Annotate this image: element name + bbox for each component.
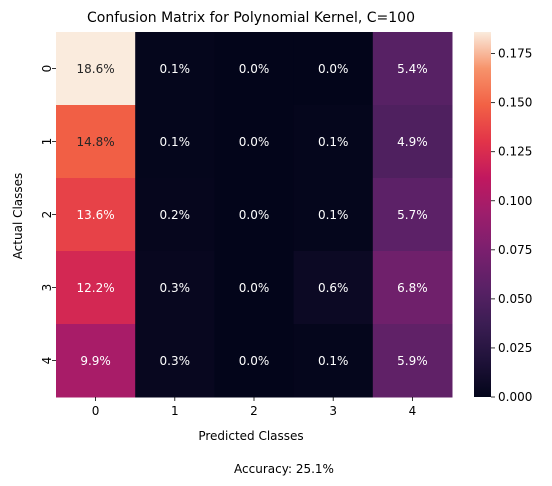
cell-annotation: 0.0%	[239, 354, 270, 368]
cell-annotation: 0.0%	[318, 62, 349, 76]
colorbar-tick-label: 0.100	[498, 194, 532, 208]
heatmap-cell	[135, 105, 215, 179]
heatmap-cell	[293, 105, 374, 179]
heatmap-cell	[56, 251, 136, 325]
x-axis-label: Predicted Classes	[198, 429, 303, 443]
x-tick-label: 3	[329, 404, 337, 418]
x-tick-label: 0	[92, 404, 100, 418]
cell-annotation: 5.4%	[397, 62, 428, 76]
cell-annotation: 5.7%	[397, 208, 428, 222]
heatmap-cell	[372, 324, 453, 398]
heatmap-cell	[293, 32, 374, 106]
cell-annotation: 12.2%	[77, 281, 115, 295]
heatmap-cell	[293, 251, 374, 325]
cell-annotations: 18.6% 0.1% 0.0% 0.0% 5.4% 14.8% 0.1% 0.0% 0.1% 4.…	[77, 62, 428, 368]
y-tick-label: 1	[40, 138, 54, 146]
y-tick-label: 2	[40, 211, 54, 219]
heatmap-cell	[214, 32, 295, 106]
y-tick-label: 3	[40, 284, 54, 292]
heatmap-cell	[56, 32, 136, 106]
heatmap-cells	[56, 32, 453, 398]
cell-annotation: 0.3%	[160, 281, 191, 295]
colorbar-tick-label: 0.150	[498, 96, 532, 110]
heatmap-cell	[56, 324, 136, 398]
heatmap-cell	[214, 251, 295, 325]
colorbar	[474, 32, 491, 397]
heatmap-cell	[135, 251, 215, 325]
colorbar-axis: 0.000 0.025 0.050 0.075 0.100 0.125 0.150 0.175	[491, 47, 532, 404]
cell-annotation: 0.6%	[318, 281, 349, 295]
cell-annotation: 0.1%	[318, 208, 349, 222]
heatmap-cell	[214, 105, 295, 179]
cell-annotation: 0.0%	[239, 62, 270, 76]
cell-annotation: 5.9%	[397, 354, 428, 368]
cell-annotation: 0.0%	[239, 135, 270, 149]
heatmap-cell	[135, 32, 215, 106]
heatmap-cell	[293, 324, 374, 398]
x-axis: 0 1 2 3 4	[92, 397, 416, 418]
chart-title: Confusion Matrix for Polynomial Kernel, …	[87, 10, 415, 26]
colorbar-tick-label: 0.075	[498, 243, 532, 257]
cell-annotation: 0.1%	[160, 135, 191, 149]
y-axis: 0 1 2 3 4	[40, 65, 56, 365]
cell-annotation: 4.9%	[397, 135, 428, 149]
cell-annotation: 13.6%	[77, 208, 115, 222]
y-tick-label: 4	[40, 357, 54, 365]
colorbar-tick-label: 0.175	[498, 47, 532, 61]
cell-annotation: 0.0%	[239, 281, 270, 295]
x-tick-label: 4	[409, 404, 417, 418]
y-axis-label: Actual Classes	[11, 173, 25, 260]
cell-annotation: 14.8%	[77, 135, 115, 149]
colorbar-tick-label: 0.000	[498, 390, 532, 404]
x-tick-label: 1	[171, 404, 179, 418]
colorbar-tick-label: 0.050	[498, 292, 532, 306]
cell-annotation: 0.0%	[239, 208, 270, 222]
heatmap-cell	[214, 324, 295, 398]
heatmap-cell	[372, 105, 453, 179]
colorbar-tick-label: 0.125	[498, 145, 532, 159]
cell-annotation: 18.6%	[77, 62, 115, 76]
accuracy-footer: Accuracy: 25.1%	[234, 462, 334, 476]
cell-annotation: 0.1%	[160, 62, 191, 76]
cell-annotation: 6.8%	[397, 281, 428, 295]
heatmap-cell	[214, 178, 295, 252]
cell-annotation: 0.1%	[318, 354, 349, 368]
cell-annotation: 0.2%	[160, 208, 191, 222]
cell-annotation: 0.3%	[160, 354, 191, 368]
heatmap-cell	[135, 324, 215, 398]
heatmap-cell	[56, 105, 136, 179]
heatmap-cell	[135, 178, 215, 252]
y-tick-label: 0	[40, 65, 54, 73]
colorbar-tick-label: 0.025	[498, 341, 532, 355]
cell-annotation: 9.9%	[80, 354, 111, 368]
x-tick-label: 2	[250, 404, 258, 418]
cell-annotation: 0.1%	[318, 135, 349, 149]
heatmap-cell	[372, 32, 453, 106]
heatmap-cell	[372, 251, 453, 325]
heatmap-cell	[372, 178, 453, 252]
heatmap-cell	[293, 178, 374, 252]
heatmap-cell	[56, 178, 136, 252]
